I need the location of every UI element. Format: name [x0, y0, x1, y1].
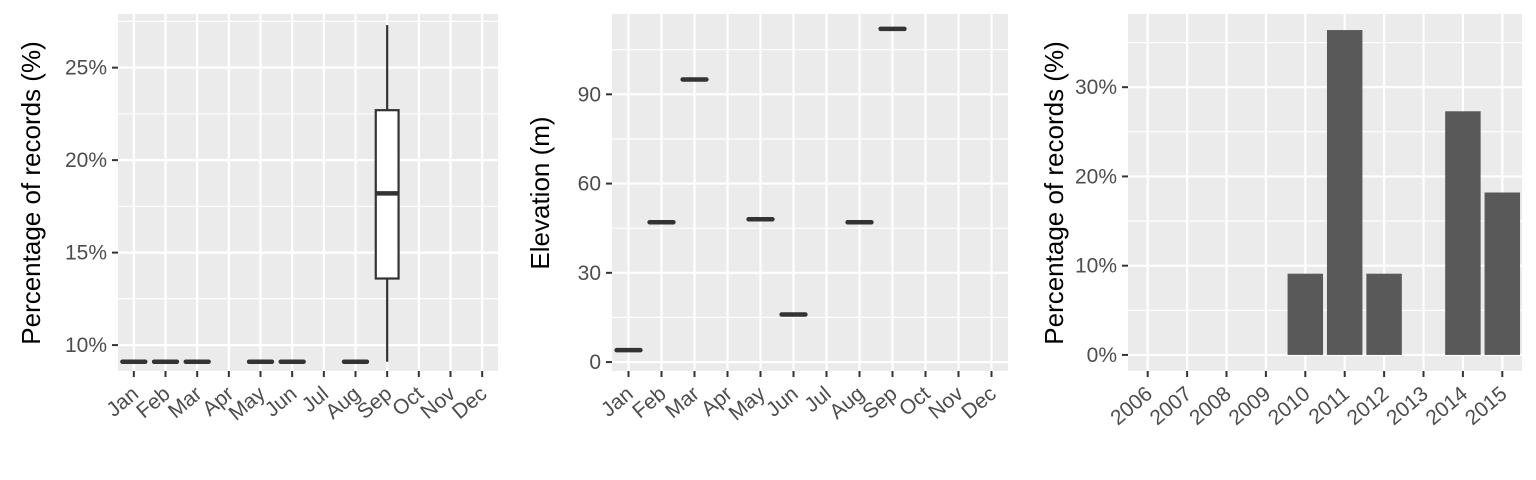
- y-axis-title: Percentage of records (%): [1039, 41, 1069, 344]
- x-tick-label: Jun: [762, 382, 803, 421]
- x-tick-label: 2010: [1264, 382, 1315, 430]
- x-tick-label: 2008: [1185, 382, 1236, 430]
- y-axis-title: Percentage of records (%): [16, 41, 46, 344]
- x-tick-label: 2014: [1422, 382, 1473, 430]
- y-tick-label: 0%: [1087, 344, 1117, 367]
- y-tick-label: 15%: [65, 242, 107, 265]
- x-tick-label: 2011: [1305, 382, 1354, 429]
- bar: [1445, 111, 1481, 355]
- y-tick-label: 30: [578, 262, 601, 285]
- gridlines: [118, 14, 498, 371]
- x-tick-label: 2007: [1146, 382, 1197, 430]
- plot-background: [612, 14, 1008, 371]
- plot-background: [118, 14, 498, 371]
- bar: [1484, 192, 1521, 355]
- y-axis-title: Elevation (m): [525, 116, 555, 269]
- panel-month-elevation: 0306090JanFebMarAprMayJunJulAugSepOctNov…: [525, 14, 1008, 425]
- x-tick-label: 2009: [1225, 382, 1276, 430]
- x-tick-label: Dec: [957, 382, 1000, 424]
- data-marks: [1287, 30, 1521, 355]
- y-tick-label: 60: [578, 173, 601, 196]
- y-tick-label: 20%: [1075, 165, 1117, 188]
- panel-month-percentage: 10%15%20%25%JanFebMarAprMayJunJulAugSepO…: [16, 14, 498, 425]
- gridlines: [612, 14, 1008, 371]
- data-marks: [120, 25, 400, 365]
- y-tick-label: 30%: [1075, 76, 1117, 99]
- x-tick-label: Jun: [261, 382, 302, 421]
- y-tick-label: 90: [578, 83, 601, 106]
- x-tick-label: Dec: [448, 382, 491, 424]
- axis-ticks: 0%10%20%30%20062007200820092010201120122…: [1075, 76, 1512, 430]
- y-tick-label: 20%: [65, 149, 107, 172]
- bar: [1326, 30, 1363, 355]
- x-tick-label: 2012: [1343, 382, 1394, 430]
- y-tick-label: 10%: [1075, 255, 1117, 278]
- x-tick-label: 2013: [1382, 382, 1433, 430]
- data-marks: [614, 26, 907, 353]
- x-tick-label: 2015: [1461, 382, 1512, 430]
- bar: [1287, 273, 1324, 355]
- x-tick-label: 2006: [1106, 382, 1157, 430]
- y-tick-label: 25%: [65, 57, 107, 80]
- panel-year-percentage: 0%10%20%30%20062007200820092010201120122…: [1039, 14, 1522, 430]
- y-tick-label: 10%: [65, 334, 107, 357]
- y-tick-label: 0: [589, 351, 601, 374]
- bar: [1366, 273, 1402, 355]
